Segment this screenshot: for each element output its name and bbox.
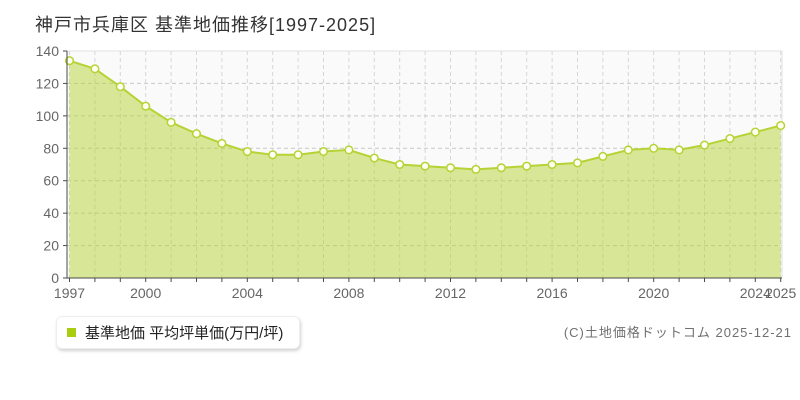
chart-title: 神戸市兵庫区 基準地価推移[1997-2025]: [35, 15, 377, 35]
data-point: [598, 151, 608, 161]
data-point: [522, 161, 532, 171]
data-point: [699, 140, 710, 150]
data-point: [344, 145, 354, 155]
svg-text:2004: 2004: [232, 285, 263, 301]
data-point: [191, 129, 202, 139]
price-trend-chart: 0 20 40 60 80 100 120 140 1997 2000 2004 2008 2012 20…: [36, 43, 797, 301]
data-points: [64, 56, 786, 174]
data-point: [776, 121, 786, 131]
svg-text:2024: 2024: [740, 285, 771, 301]
data-point: [166, 117, 176, 127]
svg-text:80: 80: [43, 140, 59, 156]
svg-text:2016: 2016: [537, 285, 568, 301]
data-point: [445, 163, 456, 173]
svg-text:0: 0: [51, 270, 59, 286]
data-point: [242, 146, 252, 157]
data-point: [369, 153, 379, 163]
data-point: [141, 101, 151, 111]
svg-text:100: 100: [36, 108, 60, 124]
data-point: [674, 145, 684, 155]
legend-marker-icon: [67, 328, 76, 337]
svg-text:40: 40: [43, 205, 59, 221]
data-point: [725, 134, 735, 144]
data-point: [64, 56, 75, 66]
data-point: [293, 150, 303, 160]
svg-text:2000: 2000: [130, 285, 161, 301]
svg-text:1997: 1997: [54, 285, 85, 301]
svg-text:120: 120: [36, 75, 60, 91]
data-point: [623, 145, 633, 155]
svg-text:20: 20: [43, 238, 59, 254]
plot-border: [67, 50, 783, 278]
data-point: [268, 150, 278, 160]
copyright-text: (C)土地価格ドットコム 2025-12-21: [563, 325, 792, 340]
legend: 基準地価 平均坪単価(万円/坪): [56, 316, 301, 349]
tick-marks: [63, 50, 782, 282]
svg-text:60: 60: [43, 173, 59, 189]
data-point: [750, 127, 760, 137]
data-point: [547, 159, 557, 170]
legend-label: 基準地価 平均坪単価(万円/坪): [85, 325, 284, 342]
data-point: [649, 143, 659, 153]
svg-text:140: 140: [36, 43, 60, 59]
data-point: [471, 164, 481, 174]
data-point: [572, 158, 583, 168]
svg-text:2008: 2008: [333, 285, 364, 301]
data-point: [395, 159, 405, 170]
data-point: [318, 146, 329, 157]
data-point: [420, 161, 430, 171]
data-point: [90, 64, 100, 74]
svg-text:2020: 2020: [638, 285, 669, 301]
data-point: [496, 163, 506, 173]
y-axis-labels: 0 20 40 60 80 100 120 140: [36, 43, 60, 286]
data-point: [115, 82, 125, 92]
svg-text:2025: 2025: [765, 285, 796, 301]
svg-text:2012: 2012: [435, 285, 466, 301]
data-point: [217, 138, 227, 148]
